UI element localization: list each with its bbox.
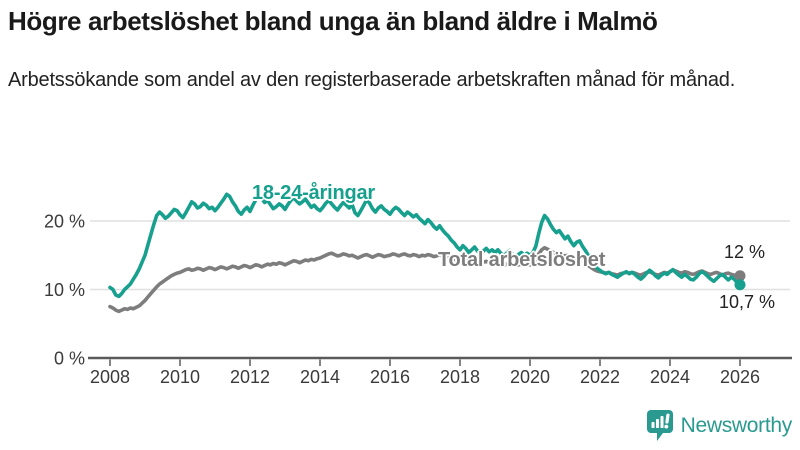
x-tick-label: 2008 <box>90 367 130 387</box>
x-tick-label: 2010 <box>160 367 200 387</box>
newsworthy-logo[interactable]: Newsworthy <box>645 409 792 442</box>
y-tick-label: 0 % <box>54 349 85 369</box>
series-end-dot-young <box>734 279 746 291</box>
y-tick-label: 20 % <box>44 212 85 232</box>
x-tick-label: 2012 <box>230 367 270 387</box>
newsworthy-bubble-chart-icon <box>645 409 674 442</box>
x-tick-label: 2022 <box>580 367 620 387</box>
y-tick-label: 10 % <box>44 280 85 300</box>
end-value-label-young: 10,7 % <box>719 292 776 312</box>
x-tick-label: 2026 <box>720 367 760 387</box>
series-label-total: Total arbetslöshet <box>438 249 606 271</box>
end-value-label-total: 12 % <box>724 242 766 262</box>
x-tick-label: 2018 <box>440 367 480 387</box>
x-tick-label: 2016 <box>370 367 410 387</box>
x-tick-label: 2020 <box>510 367 550 387</box>
series-line-young <box>108 192 742 299</box>
x-tick-label: 2024 <box>650 367 690 387</box>
series-line-total <box>108 245 742 314</box>
x-tick-label: 2014 <box>300 367 340 387</box>
chart-subtitle: Arbetssökande som andel av den registerb… <box>8 69 736 91</box>
newsworthy-logo-text: Newsworthy <box>680 413 793 437</box>
series-label-young: 18-24-åringar <box>252 182 376 204</box>
series-end-dot-total <box>734 270 746 282</box>
page-title: Högre arbetslöshet bland unga än bland ä… <box>8 6 658 36</box>
